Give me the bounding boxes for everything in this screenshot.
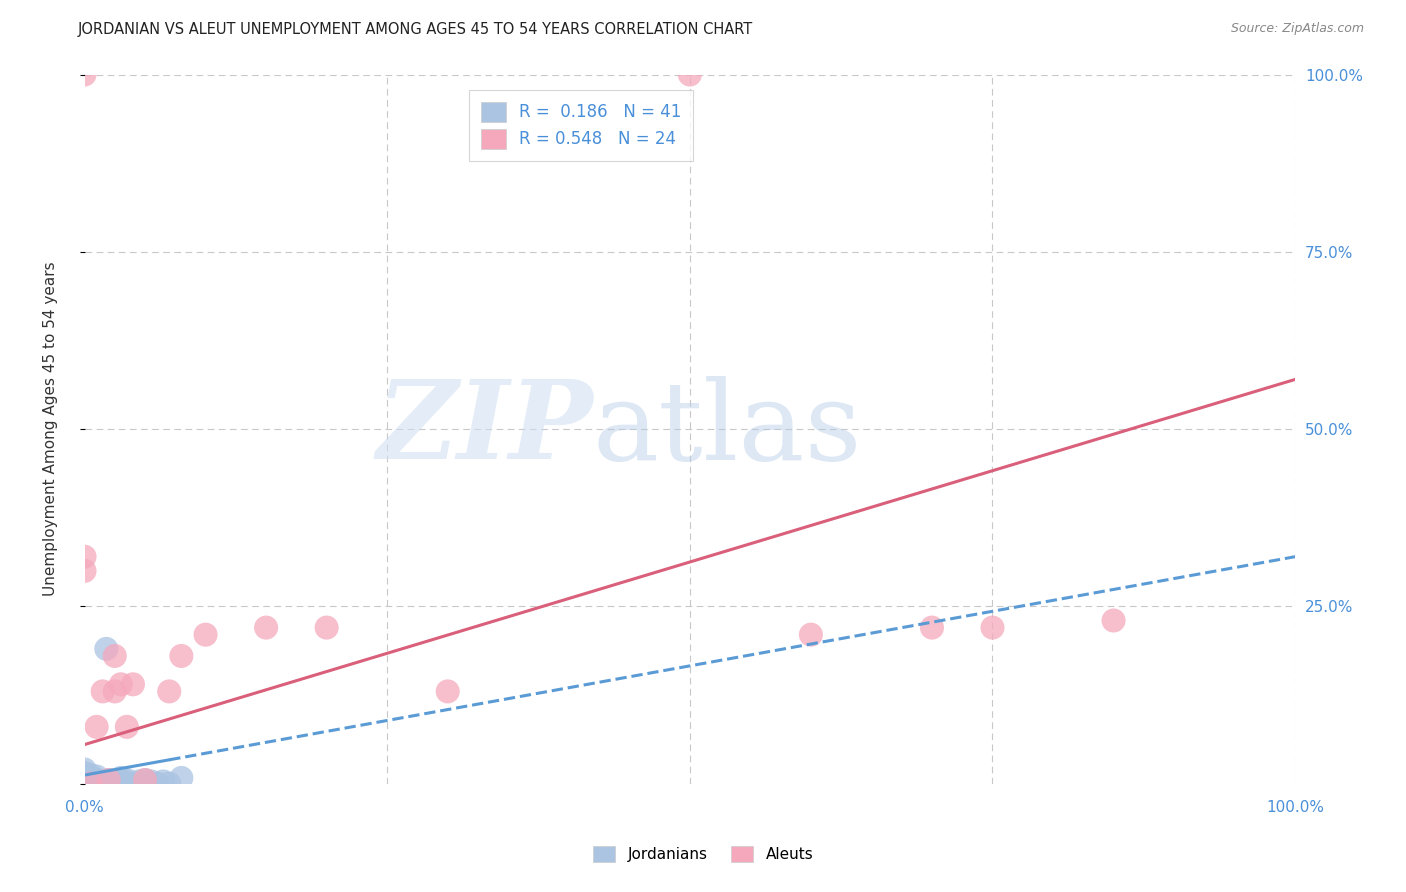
Point xyxy=(91,774,114,789)
Point xyxy=(73,549,96,564)
Point xyxy=(86,776,108,790)
Point xyxy=(86,772,108,787)
Point xyxy=(134,772,156,787)
Text: atlas: atlas xyxy=(593,376,863,483)
Y-axis label: Unemployment Among Ages 45 to 54 years: Unemployment Among Ages 45 to 54 years xyxy=(44,261,58,597)
Point xyxy=(73,772,96,787)
Point xyxy=(110,677,132,691)
Point xyxy=(73,766,96,780)
Point xyxy=(87,774,110,789)
Point xyxy=(194,628,217,642)
Point xyxy=(73,774,96,789)
Point xyxy=(100,774,122,789)
Point xyxy=(115,720,138,734)
Point xyxy=(104,776,127,790)
Point xyxy=(115,772,138,787)
Point xyxy=(97,772,120,787)
Point xyxy=(83,772,105,787)
Point xyxy=(110,773,132,788)
Point xyxy=(921,621,943,635)
Point xyxy=(122,776,145,790)
Text: ZIP: ZIP xyxy=(377,376,593,483)
Point xyxy=(91,776,114,790)
Point xyxy=(73,772,96,786)
Point xyxy=(86,720,108,734)
Point xyxy=(73,770,96,784)
Point xyxy=(73,776,96,790)
Point xyxy=(139,774,162,789)
Point xyxy=(170,771,193,785)
Point xyxy=(122,677,145,691)
Point xyxy=(96,641,118,656)
Point xyxy=(89,773,111,788)
Point xyxy=(1102,614,1125,628)
Point xyxy=(152,774,174,789)
Point xyxy=(110,771,132,785)
Point xyxy=(73,776,96,790)
Point xyxy=(97,772,120,787)
Text: Source: ZipAtlas.com: Source: ZipAtlas.com xyxy=(1230,22,1364,36)
Point xyxy=(79,774,101,789)
Point xyxy=(679,68,702,82)
Point xyxy=(104,648,127,663)
Point xyxy=(79,776,101,790)
Point xyxy=(73,775,96,789)
Point xyxy=(800,628,823,642)
Point xyxy=(157,776,180,790)
Point xyxy=(82,774,104,789)
Point xyxy=(79,776,101,790)
Point xyxy=(981,621,1004,635)
Point xyxy=(79,772,101,787)
Point xyxy=(73,763,96,777)
Text: JORDANIAN VS ALEUT UNEMPLOYMENT AMONG AGES 45 TO 54 YEARS CORRELATION CHART: JORDANIAN VS ALEUT UNEMPLOYMENT AMONG AG… xyxy=(77,22,752,37)
Legend: Jordanians, Aleuts: Jordanians, Aleuts xyxy=(586,840,820,868)
Point xyxy=(157,684,180,698)
Point xyxy=(104,684,127,698)
Point xyxy=(254,621,277,635)
Point xyxy=(73,68,96,82)
Point xyxy=(170,648,193,663)
Point xyxy=(146,776,169,790)
Point xyxy=(73,776,96,790)
Point xyxy=(79,768,101,782)
Point xyxy=(91,684,114,698)
Point xyxy=(315,621,337,635)
Legend: R =  0.186   N = 41, R = 0.548   N = 24: R = 0.186 N = 41, R = 0.548 N = 24 xyxy=(468,90,693,161)
Point xyxy=(79,771,101,785)
Point xyxy=(86,770,108,784)
Point xyxy=(73,564,96,578)
Point xyxy=(84,774,107,789)
Point xyxy=(128,774,150,789)
Point xyxy=(104,772,127,787)
Point xyxy=(134,772,156,787)
Point xyxy=(436,684,458,698)
